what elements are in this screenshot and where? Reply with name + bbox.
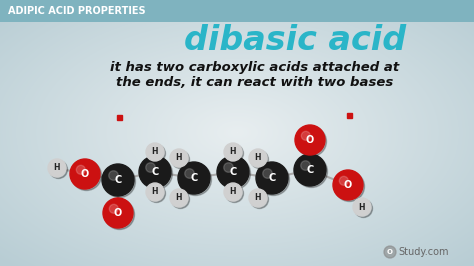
Circle shape xyxy=(103,165,136,197)
Text: O: O xyxy=(387,249,393,255)
Text: C: C xyxy=(191,173,198,183)
Text: O: O xyxy=(344,180,352,190)
Circle shape xyxy=(335,172,365,202)
Circle shape xyxy=(224,163,233,172)
Circle shape xyxy=(146,183,164,201)
Circle shape xyxy=(172,190,190,209)
Circle shape xyxy=(301,131,310,140)
Text: C: C xyxy=(114,175,122,185)
Text: C: C xyxy=(306,165,314,175)
Circle shape xyxy=(263,169,273,178)
Circle shape xyxy=(224,143,242,161)
Circle shape xyxy=(249,149,267,167)
Text: H: H xyxy=(176,193,182,202)
Circle shape xyxy=(109,171,118,180)
Circle shape xyxy=(250,190,268,209)
Circle shape xyxy=(72,160,101,190)
Circle shape xyxy=(109,204,118,213)
Bar xyxy=(347,113,352,118)
Text: H: H xyxy=(255,193,261,202)
Text: H: H xyxy=(176,153,182,163)
Bar xyxy=(117,115,122,120)
Circle shape xyxy=(103,198,133,228)
Circle shape xyxy=(217,156,249,188)
Text: H: H xyxy=(54,164,60,172)
Circle shape xyxy=(355,200,373,218)
Text: C: C xyxy=(151,167,159,177)
Text: H: H xyxy=(230,188,236,197)
Circle shape xyxy=(224,183,242,201)
Circle shape xyxy=(384,246,396,258)
Circle shape xyxy=(147,185,165,202)
Text: ADIPIC ACID PROPERTIES: ADIPIC ACID PROPERTIES xyxy=(8,6,146,16)
Text: H: H xyxy=(359,202,365,211)
Circle shape xyxy=(250,151,268,168)
Circle shape xyxy=(226,144,244,163)
Circle shape xyxy=(219,157,250,189)
Circle shape xyxy=(295,125,325,155)
Circle shape xyxy=(48,159,66,177)
Text: O: O xyxy=(81,169,89,179)
Circle shape xyxy=(339,176,348,185)
Text: Study.com: Study.com xyxy=(398,247,448,257)
Circle shape xyxy=(146,163,155,172)
Text: C: C xyxy=(229,167,237,177)
Circle shape xyxy=(353,198,371,216)
Circle shape xyxy=(170,189,188,207)
Circle shape xyxy=(226,185,244,202)
Text: H: H xyxy=(152,188,158,197)
Text: H: H xyxy=(255,153,261,163)
Text: dibasic acid: dibasic acid xyxy=(184,24,406,57)
Circle shape xyxy=(294,154,326,186)
Circle shape xyxy=(297,127,327,156)
Text: H: H xyxy=(152,148,158,156)
Text: it has two carboxylic acids attached at: it has two carboxylic acids attached at xyxy=(110,61,400,74)
Circle shape xyxy=(102,164,134,196)
Circle shape xyxy=(76,165,85,174)
Text: H: H xyxy=(230,148,236,156)
Circle shape xyxy=(147,144,165,163)
Text: O: O xyxy=(306,135,314,145)
Text: the ends, it can react with two bases: the ends, it can react with two bases xyxy=(117,77,393,89)
Circle shape xyxy=(333,170,363,200)
Circle shape xyxy=(301,161,310,170)
Circle shape xyxy=(257,164,290,196)
Text: O: O xyxy=(114,208,122,218)
Circle shape xyxy=(104,200,135,230)
Circle shape xyxy=(178,162,210,194)
Circle shape xyxy=(172,151,190,168)
Circle shape xyxy=(49,160,67,178)
Circle shape xyxy=(146,143,164,161)
Circle shape xyxy=(170,149,188,167)
Circle shape xyxy=(249,189,267,207)
Text: C: C xyxy=(268,173,275,183)
Circle shape xyxy=(139,156,171,188)
Circle shape xyxy=(185,169,194,178)
Circle shape xyxy=(140,157,173,189)
Circle shape xyxy=(180,164,211,196)
Circle shape xyxy=(70,159,100,189)
Circle shape xyxy=(295,156,328,188)
FancyBboxPatch shape xyxy=(0,0,474,22)
Circle shape xyxy=(256,162,288,194)
